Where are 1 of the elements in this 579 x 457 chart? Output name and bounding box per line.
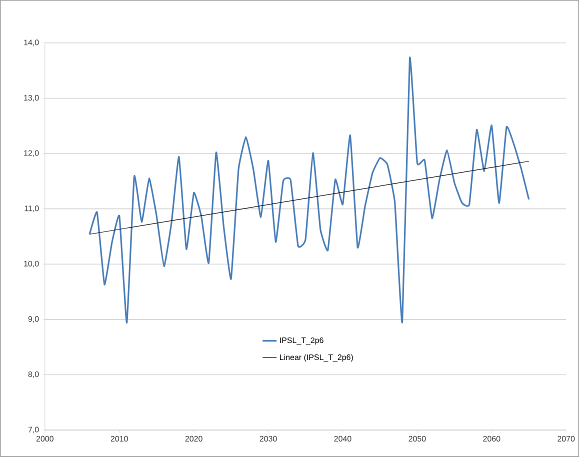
line-series <box>88 57 530 324</box>
